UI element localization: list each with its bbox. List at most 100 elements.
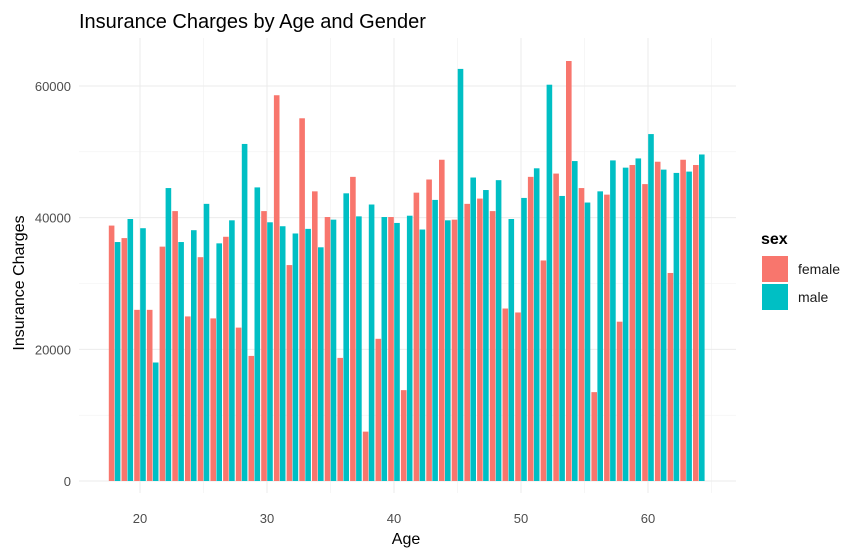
bar-female-age-27 [223, 236, 229, 481]
y-tick-label: 0 [64, 474, 71, 489]
legend: sex female male [761, 231, 840, 310]
bar-female-age-58 [616, 321, 623, 481]
bar-male-age-38 [368, 204, 375, 481]
bar-male-age-33 [305, 228, 311, 481]
bar-male-age-64 [699, 154, 705, 481]
bar-male-age-57 [610, 160, 616, 481]
bar-female-age-43 [426, 179, 432, 481]
bar-male-age-34 [318, 247, 324, 481]
bar-male-age-22 [165, 188, 172, 481]
bar-female-age-42 [413, 192, 420, 481]
bar-female-age-57 [604, 194, 610, 481]
bar-female-age-36 [337, 357, 343, 481]
bar-male-age-39 [381, 217, 388, 481]
bar-male-age-47 [483, 190, 489, 481]
y-tick-labels: 0 20000 40000 60000 [35, 79, 71, 489]
x-axis-label: Age [392, 531, 421, 548]
bar-female-age-41 [400, 390, 407, 481]
bar-male-age-59 [635, 158, 642, 482]
bar-male-age-45 [457, 68, 464, 481]
bar-female-age-26 [210, 318, 216, 481]
bar-male-age-37 [356, 216, 362, 481]
bar-male-age-24 [191, 230, 197, 481]
bar-female-age-35 [324, 217, 331, 481]
bar-male-age-28 [241, 143, 248, 482]
bar-female-age-21 [146, 309, 153, 481]
y-tick-label: 60000 [35, 79, 71, 94]
bar-male-age-54 [572, 161, 578, 481]
bar-male-age-55 [584, 202, 591, 481]
bar-male-age-50 [521, 197, 527, 481]
bar-female-age-38 [362, 431, 369, 481]
bar-male-age-32 [292, 233, 299, 481]
bar-male-age-42 [419, 229, 426, 481]
bar-female-age-49 [502, 308, 509, 481]
bar-male-age-61 [660, 169, 667, 482]
bar-male-age-26 [216, 243, 222, 481]
bar-male-age-30 [267, 222, 273, 482]
bar-female-age-47 [477, 198, 483, 481]
x-tick-label: 40 [387, 511, 401, 526]
bar-female-age-37 [350, 176, 356, 481]
bar-female-age-46 [464, 203, 470, 481]
bar-female-age-45 [451, 219, 458, 481]
bar-male-age-41 [406, 215, 413, 482]
chart-title: Insurance Charges by Age and Gender [79, 11, 426, 33]
bar-female-age-56 [591, 392, 597, 481]
bar-male-age-25 [203, 203, 210, 481]
bar-female-age-64 [693, 165, 699, 482]
bar-female-age-50 [515, 312, 521, 481]
y-tick-label: 20000 [35, 342, 71, 357]
bar-female-age-28 [235, 327, 242, 481]
bar-male-age-53 [559, 195, 565, 481]
bar-female-age-23 [172, 211, 178, 482]
bars [108, 61, 705, 482]
y-axis-label: Insurance Charges [11, 215, 28, 350]
legend-swatch-male [762, 284, 788, 310]
bar-female-age-31 [273, 95, 280, 481]
bar-female-age-63 [680, 159, 686, 481]
y-tick-label: 40000 [35, 211, 71, 226]
bar-female-age-33 [299, 118, 305, 481]
bar-female-age-34 [312, 191, 318, 481]
bar-male-age-44 [445, 220, 451, 481]
bar-female-age-60 [642, 184, 648, 482]
legend-label-female: female [798, 261, 840, 277]
x-tick-label: 50 [514, 511, 528, 526]
bar-male-age-40 [394, 222, 400, 481]
bar-female-age-22 [159, 246, 166, 481]
bar-female-age-30 [261, 211, 267, 482]
bar-male-age-36 [343, 193, 349, 481]
legend-swatch-female [762, 256, 788, 282]
bar-female-age-55 [578, 188, 585, 481]
bar-female-age-25 [197, 257, 204, 481]
bar-male-age-46 [470, 177, 476, 482]
bar-female-age-24 [185, 316, 191, 481]
bar-male-age-56 [597, 191, 603, 481]
bar-male-age-19 [127, 218, 134, 482]
bar-female-age-61 [654, 161, 661, 482]
bar-male-age-52 [546, 84, 553, 481]
bar-male-age-20 [140, 228, 146, 481]
bar-female-age-62 [667, 272, 674, 481]
bar-female-age-32 [286, 265, 293, 481]
bar-female-age-44 [439, 159, 445, 481]
x-tick-label: 30 [260, 511, 274, 526]
bar-male-age-51 [533, 168, 540, 481]
bar-male-age-43 [432, 199, 438, 482]
bar-female-age-59 [629, 165, 636, 482]
bar-male-age-58 [622, 167, 629, 481]
bar-female-age-51 [527, 176, 534, 481]
bar-male-age-29 [254, 187, 261, 481]
bar-male-age-27 [229, 220, 235, 481]
bar-male-age-62 [673, 172, 680, 482]
bar-female-age-18 [108, 225, 115, 481]
legend-title: sex [761, 231, 788, 248]
bar-female-age-54 [566, 61, 572, 481]
bar-male-age-48 [495, 180, 502, 481]
x-tick-labels: 20 30 40 50 60 [133, 511, 655, 526]
bar-female-age-29 [248, 355, 255, 481]
x-tick-label: 60 [641, 511, 655, 526]
bar-male-age-60 [648, 134, 654, 481]
